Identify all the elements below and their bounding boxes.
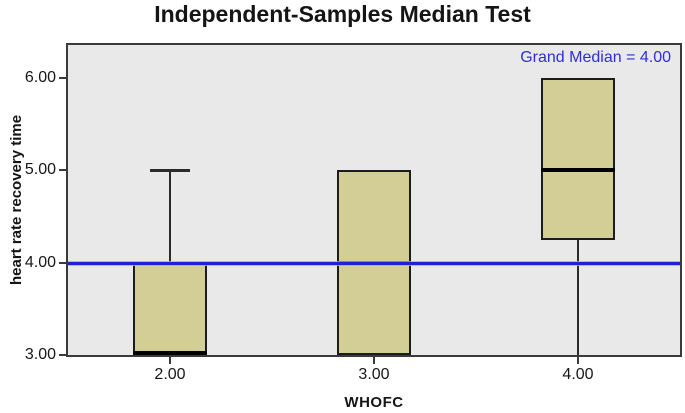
x-tick-label: 2.00: [154, 366, 186, 383]
y-tick-mark: [59, 77, 66, 80]
x-tick-mark: [577, 357, 579, 364]
boxplot-box: [541, 78, 615, 240]
x-tick-label: 3.00: [358, 366, 390, 383]
x-tick-label: 4.00: [562, 366, 594, 383]
y-tick-label: 3.00: [24, 346, 56, 363]
y-tick-mark: [59, 354, 66, 356]
boxplot-box: [133, 262, 207, 355]
x-axis-title: WHOFC: [344, 394, 404, 411]
boxplot-median-line: [133, 351, 207, 355]
chart-title: Independent-Samples Median Test: [154, 1, 531, 27]
grand-median-line: [68, 261, 680, 265]
whisker-line: [169, 170, 171, 263]
y-tick-label: 6.00: [24, 69, 56, 87]
y-tick-mark: [59, 169, 66, 172]
plot-area: Grand Median = 4.00: [66, 43, 682, 357]
y-tick-label: 5.00: [24, 161, 56, 179]
y-tick-label: 4.00: [24, 253, 56, 271]
y-axis-title: heart rate recovery time: [8, 114, 25, 286]
whisker-cap: [150, 169, 190, 173]
whisker-line: [577, 239, 579, 355]
x-tick-mark: [169, 357, 171, 364]
grand-median-annotation: Grand Median = 4.00: [520, 49, 671, 66]
y-tick-mark: [59, 261, 66, 264]
boxplot-median-line: [541, 168, 615, 173]
x-tick-mark: [373, 357, 375, 364]
